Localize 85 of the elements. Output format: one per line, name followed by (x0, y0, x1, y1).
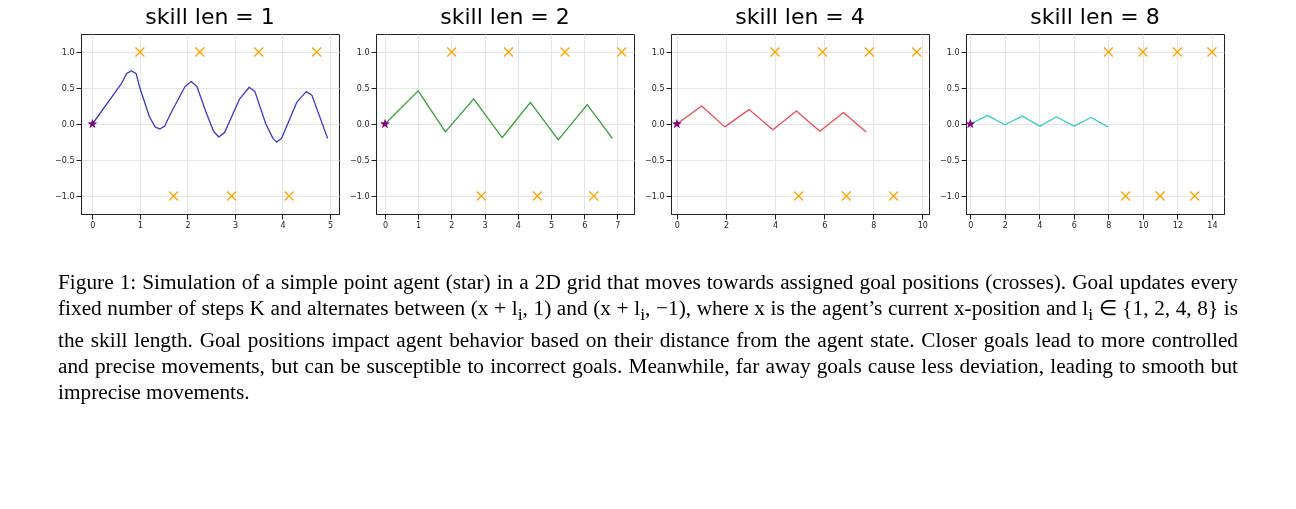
y-tick-label: −0.5 (350, 155, 370, 165)
y-tick-label: 0.0 (61, 119, 75, 129)
point (311, 46, 322, 58)
x-tick-label: 5 (548, 220, 555, 230)
point (769, 46, 781, 58)
y-tick-label: −0.5 (645, 155, 665, 165)
chart-title: skill len = 2 (440, 4, 570, 29)
point (1206, 46, 1218, 58)
x-tick-label: 4 (515, 220, 521, 230)
point (841, 190, 852, 202)
y-tick-label: 0.0 (356, 119, 370, 129)
x-tick-label: 10 (917, 220, 928, 230)
y-tick-label: −1.0 (645, 191, 665, 201)
y-tick-label: −1.0 (350, 191, 370, 201)
point (379, 118, 390, 129)
x-tick-label: 2 (1002, 220, 1008, 230)
y-tick-label: −0.5 (55, 155, 75, 165)
x-tick-label: 6 (822, 220, 828, 230)
y-tick-label: −1.0 (940, 191, 960, 201)
y-tick-label: 0.0 (946, 119, 960, 129)
y-tick-label: 0.5 (61, 83, 75, 93)
point (1172, 46, 1183, 58)
x-tick-label: 4 (773, 220, 779, 230)
x-tick-label: 1 (137, 220, 143, 230)
point (283, 190, 295, 202)
point (253, 46, 264, 58)
point (616, 46, 627, 58)
x-tick-label: 7 (615, 220, 621, 230)
y-tick-label: 0.5 (946, 83, 960, 93)
point (503, 46, 514, 58)
point (671, 118, 682, 129)
chart-title: skill len = 1 (145, 4, 275, 29)
y-tick-label: 1.0 (61, 47, 75, 57)
x-tick-label: 5 (327, 220, 334, 230)
point (1189, 190, 1200, 202)
point (1120, 190, 1131, 202)
point (446, 46, 457, 58)
point (864, 46, 875, 58)
x-tick-label: 3 (482, 220, 488, 230)
x-tick-label: 6 (582, 220, 588, 230)
x-tick-label: 4 (1037, 220, 1043, 230)
x-tick-label: 8 (871, 220, 877, 230)
y-tick-label: 1.0 (356, 47, 370, 57)
point (559, 46, 571, 58)
y-tick-label: −1.0 (55, 191, 75, 201)
x-tick-label: 0 (674, 220, 680, 230)
y-tick-label: 1.0 (651, 47, 665, 57)
chart-title: skill len = 4 (735, 4, 865, 29)
point (793, 190, 804, 202)
x-tick-label: 14 (1207, 220, 1218, 230)
point (1103, 46, 1114, 58)
point (588, 190, 599, 202)
y-tick-label: −0.5 (940, 155, 960, 165)
point (1137, 46, 1149, 58)
x-tick-label: 4 (280, 220, 286, 230)
point (817, 46, 828, 58)
point (168, 190, 179, 202)
point (532, 190, 543, 202)
x-tick-label: 6 (1071, 220, 1077, 230)
point (226, 190, 237, 202)
point (965, 118, 976, 129)
x-tick-label: 0 (968, 220, 974, 230)
y-tick-label: 0.0 (651, 119, 665, 129)
x-tick-label: 12 (1172, 220, 1183, 230)
chart-title: skill len = 8 (1030, 4, 1160, 29)
point (134, 46, 146, 58)
point (911, 46, 922, 58)
x-tick-label: 0 (90, 220, 96, 230)
x-tick-label: 2 (723, 220, 730, 230)
text: Figure 1: Simulation of a simple point agent (star) in a 2D grid that moves towards assigned goal positions (crosses). Goal updates every fixed number of steps K and alternates between (x + l$_{i}$, 1) and (x + l$_{i}$, −1), where x is the agent’s current x-position and l$_{i}$ ∈ {1, 2, 4, 8} is the skill length. Goal positions impact agent behavior based on their distance from the agent state. Closer goals lead to more controlled and precise movements, but can be susceptible to incorrect goals. Meanwhile, far away goals cause less deviation, leading to smooth but imprecise movements. (58, 270, 1238, 405)
x-tick-label: 0 (382, 220, 389, 230)
point (888, 190, 899, 202)
point (1155, 190, 1166, 202)
x-tick-label: 2 (185, 220, 191, 230)
point (476, 190, 487, 202)
y-tick-label: 1.0 (946, 47, 960, 57)
x-tick-label: 3 (232, 220, 238, 230)
x-tick-label: 1 (416, 220, 422, 230)
point (194, 46, 205, 58)
x-tick-label: 10 (1138, 220, 1149, 230)
y-tick-label: 0.5 (651, 83, 665, 93)
x-tick-label: 2 (449, 220, 455, 230)
point (87, 118, 98, 129)
y-tick-label: 0.5 (356, 83, 370, 93)
x-tick-label: 8 (1106, 220, 1112, 230)
